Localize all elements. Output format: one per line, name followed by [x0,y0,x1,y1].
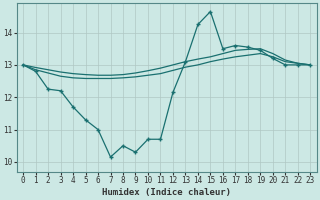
X-axis label: Humidex (Indice chaleur): Humidex (Indice chaleur) [102,188,231,197]
